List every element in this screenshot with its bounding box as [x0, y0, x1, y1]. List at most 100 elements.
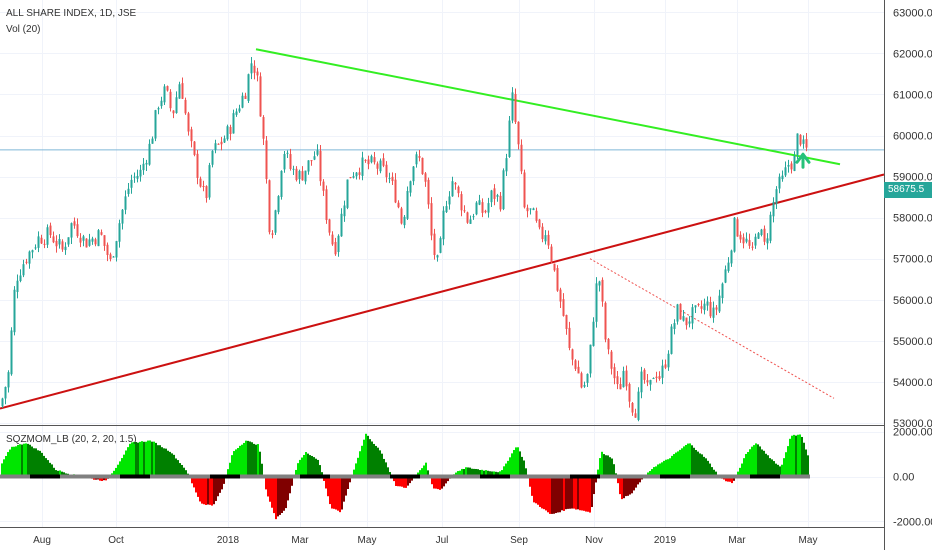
histogram-bar — [787, 446, 789, 477]
squeeze-dot — [363, 474, 366, 479]
histogram-bar — [259, 451, 261, 477]
histogram-bar — [731, 476, 733, 484]
candle-body — [430, 203, 433, 236]
squeeze-dot — [180, 474, 183, 479]
candle-body — [373, 157, 376, 163]
candle-body — [370, 156, 373, 163]
price-tick-label: 60000.00 — [893, 131, 932, 143]
histogram-bar — [255, 444, 257, 477]
volume-legend[interactable]: Vol (20) — [6, 24, 41, 35]
squeeze-dot — [12, 474, 15, 479]
histogram-bar — [209, 476, 211, 505]
histogram-bar — [467, 467, 469, 477]
histogram-bar — [463, 469, 465, 477]
histogram-bar — [673, 454, 675, 477]
candle-body — [733, 217, 736, 252]
squeeze-dot — [657, 474, 660, 479]
price-tick-label: 56000.00 — [893, 295, 932, 307]
squeeze-dot — [741, 474, 744, 479]
histogram-bar — [137, 442, 139, 477]
candle-body — [646, 380, 649, 383]
squeeze-dot — [147, 474, 150, 479]
squeeze-dot — [477, 474, 480, 479]
candle-body — [529, 208, 532, 210]
squeeze-dot — [105, 474, 108, 479]
squeeze-dot — [324, 474, 327, 479]
histogram-bar — [317, 459, 319, 477]
squeeze-dot — [690, 474, 693, 479]
histogram-bar — [181, 464, 183, 477]
time-tick-label: Oct — [108, 535, 124, 546]
histogram-bar — [383, 458, 385, 477]
histogram-bar — [261, 463, 263, 477]
squeeze-dot — [123, 474, 126, 479]
histogram-bar — [727, 476, 729, 482]
candle-body — [4, 386, 7, 399]
candle-body — [250, 63, 253, 74]
grid-lines — [0, 0, 884, 425]
squeeze-dot — [636, 474, 639, 479]
histogram-bar — [675, 452, 677, 477]
histogram-bar — [291, 476, 293, 486]
candle-body — [409, 181, 412, 193]
candle-body — [805, 139, 808, 148]
histogram-bar — [319, 465, 321, 477]
candle-body — [523, 172, 526, 208]
histogram-bar — [539, 476, 541, 507]
candle-body — [613, 367, 616, 379]
candle-body — [154, 110, 157, 139]
histogram-bar — [397, 476, 399, 487]
histogram-bar — [421, 468, 423, 477]
histogram-bar — [337, 476, 339, 511]
histogram-bar — [353, 469, 355, 477]
squeeze-dot — [489, 474, 492, 479]
squeeze-dot — [693, 474, 696, 479]
candle-body — [259, 76, 262, 117]
candle-body — [157, 108, 160, 110]
histogram-bar — [553, 476, 555, 514]
squeeze-dot — [696, 474, 699, 479]
squeeze-dot — [339, 474, 342, 479]
histogram-bar — [367, 435, 369, 477]
histogram-bar — [435, 476, 437, 489]
squeeze-dot — [768, 474, 771, 479]
histogram-bar — [165, 448, 167, 477]
oscillator-legend[interactable]: SQZMOM_LB (20, 2, 20, 1.5) — [6, 434, 137, 445]
symbol-legend[interactable]: ALL SHARE INDEX, 1D, JSE — [6, 8, 137, 19]
candle-body — [172, 110, 175, 114]
histogram-bar — [381, 453, 383, 477]
histogram-bar — [489, 471, 491, 477]
histogram-bar — [217, 476, 219, 497]
histogram-bar — [283, 476, 285, 511]
squeeze-dot — [342, 474, 345, 479]
squeeze-dot — [198, 474, 201, 479]
histogram-bar — [265, 476, 267, 490]
histogram-bar — [623, 476, 625, 499]
candle-body — [85, 238, 88, 248]
histogram-bar — [707, 460, 709, 477]
squeeze-dot — [132, 474, 135, 479]
squeeze-dot — [633, 474, 636, 479]
histogram-bar — [377, 447, 379, 477]
candle-body — [67, 237, 70, 245]
squeeze-dot — [27, 474, 30, 479]
squeeze-dot — [6, 474, 9, 479]
candle-body — [253, 65, 256, 73]
squeeze-dot — [78, 474, 81, 479]
histogram-bar — [405, 476, 407, 488]
candle-body — [112, 256, 115, 258]
squeeze-dot — [159, 474, 162, 479]
histogram-bar — [485, 470, 487, 477]
squeeze-dot — [162, 474, 165, 479]
squeeze-dot — [291, 474, 294, 479]
histogram-bar — [121, 458, 123, 477]
squeeze-dot — [615, 474, 618, 479]
candle-body — [706, 301, 709, 306]
squeeze-dot — [762, 474, 765, 479]
histogram-bar — [523, 460, 525, 477]
squeeze-dot — [591, 474, 594, 479]
histogram-bar — [25, 443, 27, 477]
squeeze-dot — [63, 474, 66, 479]
candle-body — [502, 170, 505, 210]
squeeze-dot — [480, 474, 483, 479]
